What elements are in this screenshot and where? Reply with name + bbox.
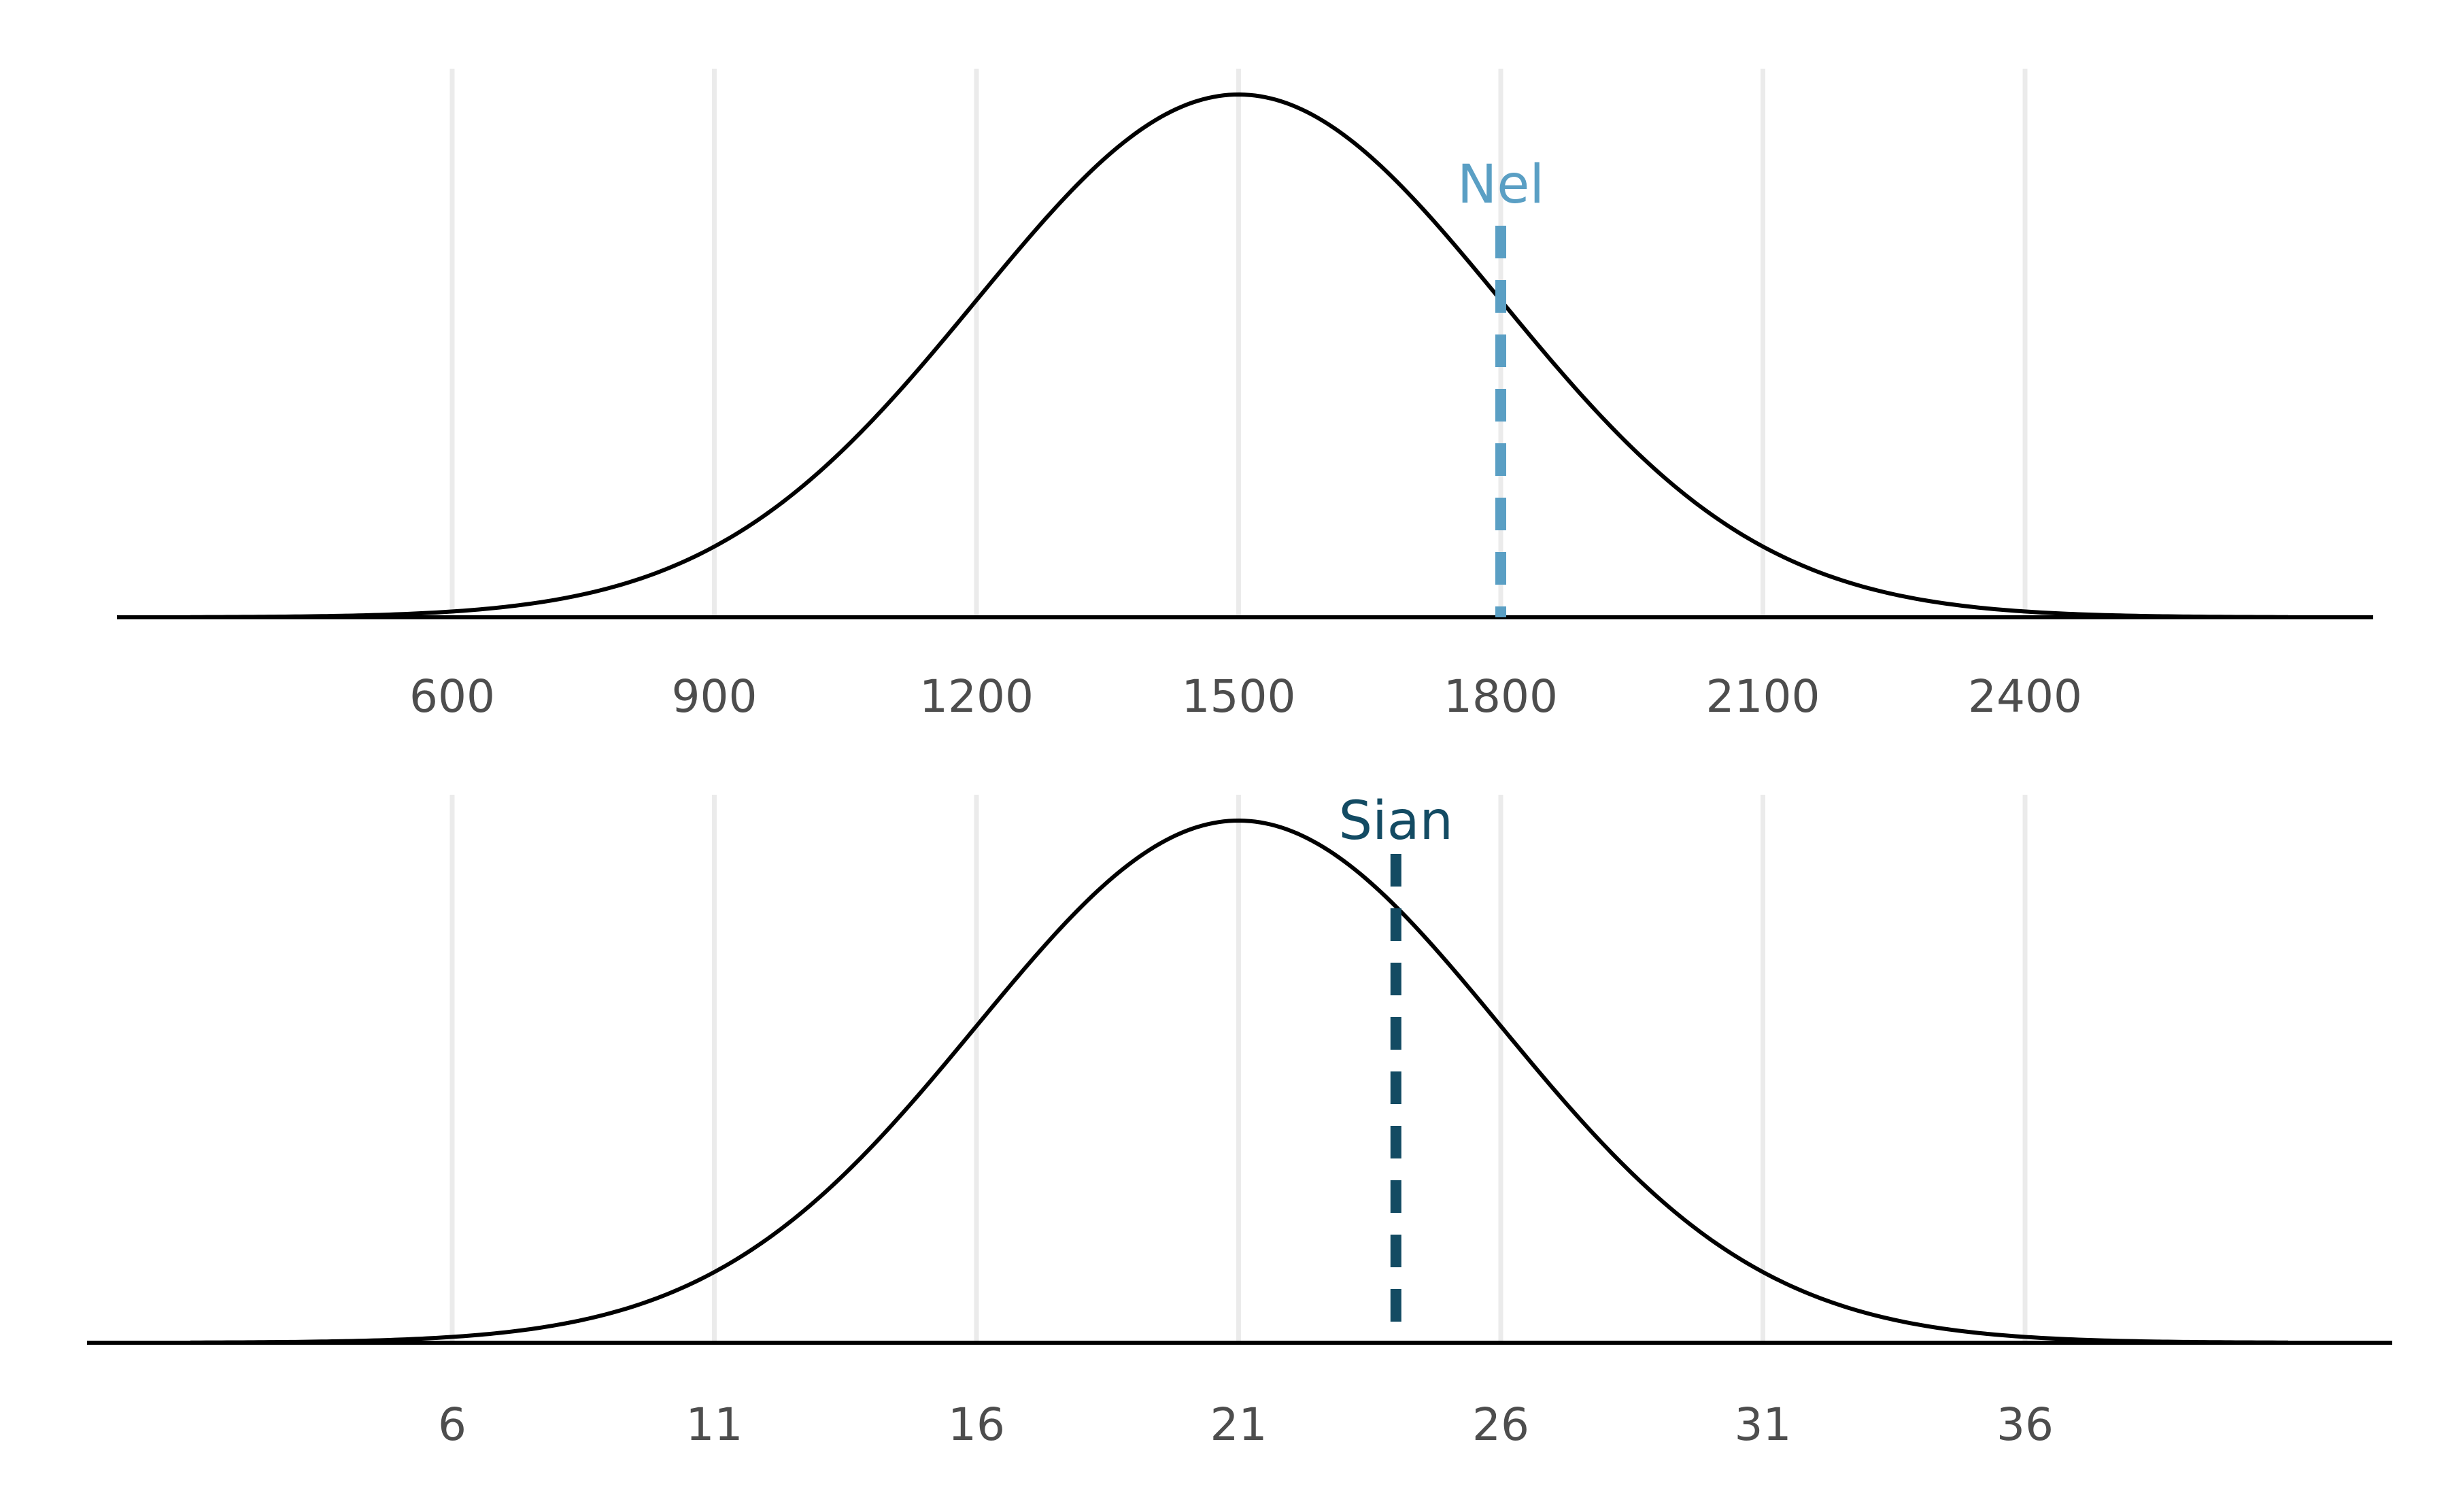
marker-label: Nel [1457, 154, 1544, 216]
x-tick-label-600: 600 [409, 670, 495, 723]
x-tick-label-16: 16 [948, 1398, 1005, 1451]
x-tick-label-21: 21 [1210, 1398, 1268, 1451]
marker-label: Sian [1339, 791, 1453, 852]
x-tick-label-1800: 1800 [1444, 670, 1558, 723]
x-tick-label-1200: 1200 [919, 670, 1034, 723]
x-tick-label-26: 26 [1472, 1398, 1529, 1451]
x-tick-label-6: 6 [438, 1398, 466, 1451]
x-tick-label-11: 11 [686, 1398, 743, 1451]
density-curve [190, 92, 2289, 619]
density-curve [190, 818, 2289, 1345]
top-density-panel: 600 900 1200 1500 1800 2100 2400 Nel [117, 69, 2373, 723]
x-tick-label-36: 36 [1996, 1398, 2054, 1451]
x-tick-label-31: 31 [1735, 1398, 1792, 1451]
bottom-density-panel: 6 11 16 21 26 31 36 Sian [87, 791, 2392, 1451]
x-tick-label-2400: 2400 [1968, 670, 2082, 723]
x-tick-label-2100: 2100 [1706, 670, 1820, 723]
x-tick-label-1500: 1500 [1182, 670, 1296, 723]
x-tick-label-900: 900 [672, 670, 758, 723]
